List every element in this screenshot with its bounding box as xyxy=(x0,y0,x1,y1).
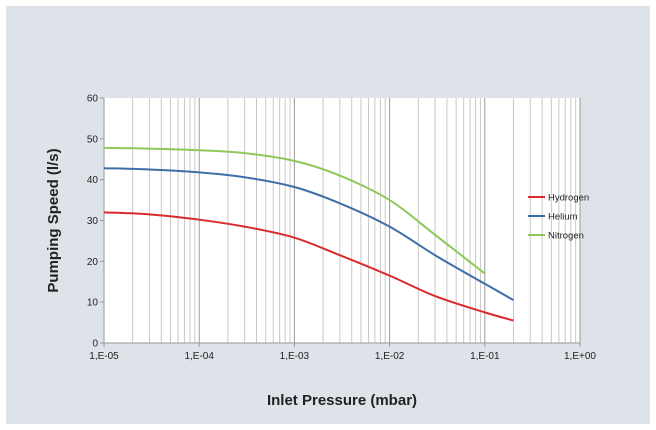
y-tick-label: 20 xyxy=(87,257,99,268)
x-tick-label: 1,E-05 xyxy=(89,351,119,362)
y-tick-label: 60 xyxy=(87,94,99,105)
y-tick-label: 0 xyxy=(92,339,98,350)
series-line-nitrogen xyxy=(103,146,486,275)
legend-label-hydrogen: Hydrogen xyxy=(548,193,589,204)
series-line-hydrogen xyxy=(103,211,514,322)
y-axis-title: Pumping Speed (l/s) xyxy=(45,148,62,292)
legend-label-helium: Helium xyxy=(548,212,578,223)
series-line-helium xyxy=(103,167,514,301)
y-tick-label: 40 xyxy=(87,175,99,186)
y-tick-label: 10 xyxy=(87,298,99,309)
x-axis-title: Inlet Pressure (mbar) xyxy=(267,392,417,409)
y-tick-label: 50 xyxy=(87,134,99,145)
x-tick-label: 1,E+00 xyxy=(564,351,596,362)
x-tick-label: 1,E-02 xyxy=(375,351,405,362)
x-tick-label: 1,E-04 xyxy=(184,351,214,362)
legend-label-nitrogen: Nitrogen xyxy=(548,231,584,242)
x-tick-label: 1,E-03 xyxy=(280,351,310,362)
plot-area xyxy=(104,98,580,343)
x-tick-label: 1,E-01 xyxy=(470,351,500,362)
y-tick-label: 30 xyxy=(87,216,99,227)
